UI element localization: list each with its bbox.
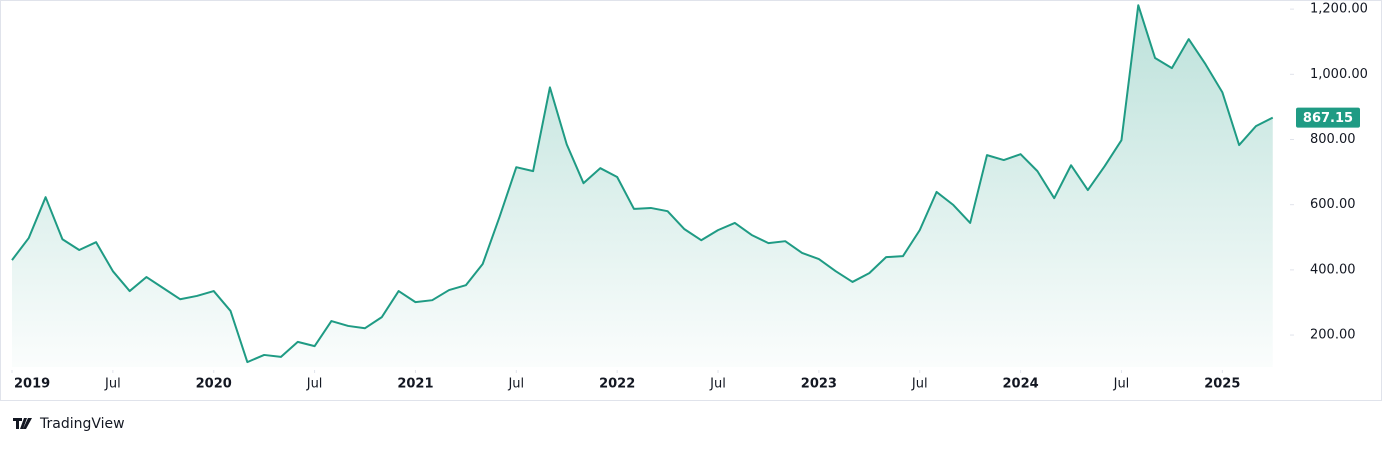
x-tick-label: Jul: [911, 377, 928, 392]
logo[interactable]: TradingView: [13, 416, 125, 432]
last-value-label: 867.15: [1303, 111, 1353, 126]
y-tick-label: 200.00: [1310, 328, 1356, 343]
x-tick-label: 2021: [397, 377, 433, 392]
y-tick-label: 400.00: [1310, 262, 1356, 277]
x-tick-label: 2019: [14, 377, 50, 392]
x-tick-label: 2023: [801, 377, 837, 392]
y-tick-label: 1,200.00: [1310, 2, 1368, 17]
x-tick-label: 2025: [1204, 377, 1240, 392]
logo-text[interactable]: TradingView: [39, 416, 125, 432]
x-tick-label: Jul: [306, 377, 323, 392]
x-tick-label: Jul: [709, 377, 726, 392]
x-tick-label: 2024: [1003, 377, 1039, 392]
y-tick-label: 600.00: [1310, 197, 1356, 212]
x-tick-label: Jul: [507, 377, 524, 392]
line: [11, 4, 1274, 364]
y-tick-label: 1,000.00: [1310, 67, 1368, 82]
logo-icon: [13, 418, 32, 429]
chart-frame: [0, 0, 1382, 401]
last-value-badge: [1296, 107, 1360, 128]
area: [12, 5, 1273, 368]
x-tick-label: 2022: [599, 377, 635, 392]
x-tick-label: Jul: [104, 377, 121, 392]
x-tick-label: 2020: [196, 377, 232, 392]
y-tick-label: 800.00: [1310, 132, 1356, 147]
x-tick-label: Jul: [1113, 377, 1130, 392]
